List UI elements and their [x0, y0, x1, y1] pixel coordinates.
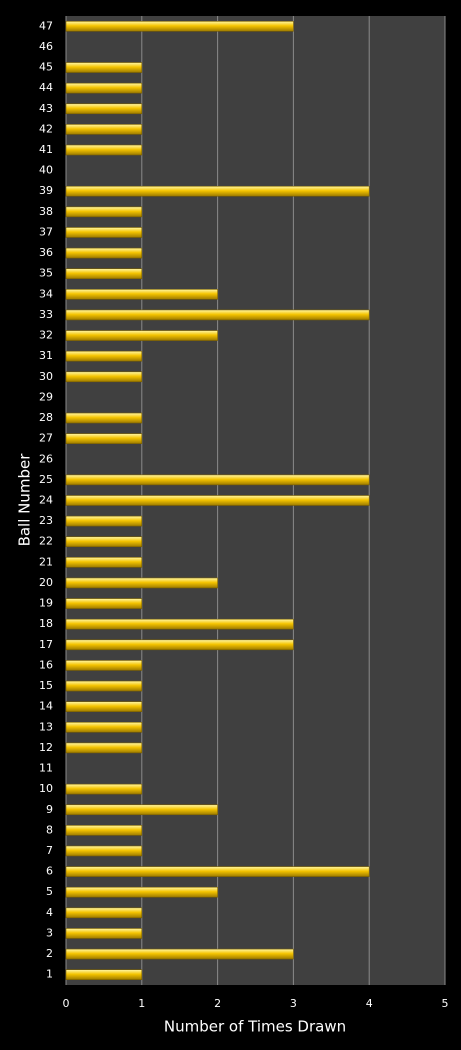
bar	[65, 598, 143, 609]
y-tick-label: 23	[39, 514, 53, 527]
y-tick-label: 3	[46, 926, 53, 939]
bar	[65, 701, 143, 712]
y-tick-label: 12	[39, 741, 53, 754]
bar	[65, 515, 143, 527]
y-tick-label: 38	[39, 205, 53, 218]
bar	[65, 866, 370, 877]
y-tick-label: 42	[39, 122, 53, 135]
bar	[65, 928, 143, 939]
bar	[65, 268, 143, 280]
bar	[65, 495, 370, 506]
bar	[65, 536, 143, 548]
bar	[65, 618, 294, 630]
bar	[65, 103, 143, 115]
y-tick-label: 21	[39, 555, 53, 568]
y-tick-label: 20	[39, 576, 53, 589]
y-tick-label: 27	[39, 432, 53, 445]
y-tick-label: 4	[46, 906, 53, 919]
y-tick-label: 31	[39, 349, 53, 362]
y-tick-label: 24	[39, 494, 53, 507]
y-tick-label: 41	[39, 143, 53, 156]
bar	[65, 783, 143, 795]
y-tick-label: 10	[39, 782, 53, 795]
y-tick-label: 11	[39, 762, 53, 775]
bar	[65, 82, 143, 94]
y-tick-label: 7	[46, 844, 53, 857]
bar	[65, 350, 143, 362]
y-tick-label: 26	[39, 452, 53, 465]
bar	[65, 412, 143, 424]
y-tick-label: 2	[46, 947, 53, 960]
y-tick-label: 37	[39, 225, 53, 238]
x-tick-label: 4	[366, 997, 373, 1010]
bar	[65, 845, 143, 857]
bar	[65, 825, 143, 836]
y-tick-label: 43	[39, 102, 53, 115]
y-tick-label: 29	[39, 390, 53, 403]
x-tick-label: 5	[442, 997, 449, 1010]
x-tick-label: 2	[214, 997, 221, 1010]
bar	[65, 969, 143, 980]
bar	[65, 804, 218, 816]
y-tick-label: 14	[39, 700, 53, 713]
x-tick-label: 3	[290, 997, 297, 1010]
bar	[65, 577, 218, 589]
y-tick-label: 8	[46, 823, 53, 836]
bar	[65, 62, 143, 73]
bar	[65, 948, 294, 960]
bar	[65, 206, 143, 218]
y-tick-label: 9	[46, 803, 53, 816]
y-tick-label: 30	[39, 370, 53, 383]
bar	[65, 639, 294, 651]
bar	[65, 247, 143, 259]
bar	[65, 330, 218, 341]
y-tick-label: 13	[39, 720, 53, 733]
bar	[65, 742, 143, 754]
y-tick-label: 45	[39, 61, 53, 74]
y-tick-label: 19	[39, 597, 53, 610]
y-tick-label: 40	[39, 164, 53, 177]
y-axis-title: Ball Number	[16, 453, 34, 547]
y-tick-label: 47	[39, 19, 53, 32]
y-tick-label: 35	[39, 267, 53, 280]
bar	[65, 433, 143, 444]
y-tick-label: 46	[39, 40, 53, 53]
bar	[65, 371, 143, 383]
x-tick-label: 1	[138, 997, 145, 1010]
y-tick-label: 44	[39, 81, 53, 94]
bar	[65, 557, 143, 568]
bar	[65, 144, 143, 156]
y-tick-label: 5	[46, 885, 53, 898]
bar	[65, 289, 218, 300]
bar	[65, 227, 143, 238]
x-axis-title: Number of Times Drawn	[164, 1018, 346, 1036]
y-tick-label: 6	[46, 865, 53, 878]
y-tick-label: 1	[46, 968, 53, 981]
y-tick-label: 36	[39, 246, 53, 259]
y-tick-label: 25	[39, 473, 53, 486]
bar	[65, 474, 370, 486]
y-tick-label: 22	[39, 535, 53, 548]
bar	[65, 680, 143, 692]
bar	[65, 124, 143, 135]
bar	[65, 21, 294, 32]
y-tick-label: 39	[39, 184, 53, 197]
y-tick-label: 15	[39, 679, 53, 692]
bar	[65, 886, 218, 898]
bar	[65, 907, 143, 919]
bar	[65, 721, 143, 733]
y-tick-label: 33	[39, 308, 53, 321]
y-tick-label: 16	[39, 658, 53, 671]
bar	[65, 309, 370, 321]
x-tick-label: 0	[63, 997, 70, 1010]
bar	[65, 660, 143, 671]
bar	[65, 185, 370, 197]
y-tick-label: 18	[39, 617, 53, 630]
y-tick-label: 28	[39, 411, 53, 424]
y-tick-label: 32	[39, 329, 53, 342]
y-tick-label: 34	[39, 287, 53, 300]
y-tick-label: 17	[39, 638, 53, 651]
